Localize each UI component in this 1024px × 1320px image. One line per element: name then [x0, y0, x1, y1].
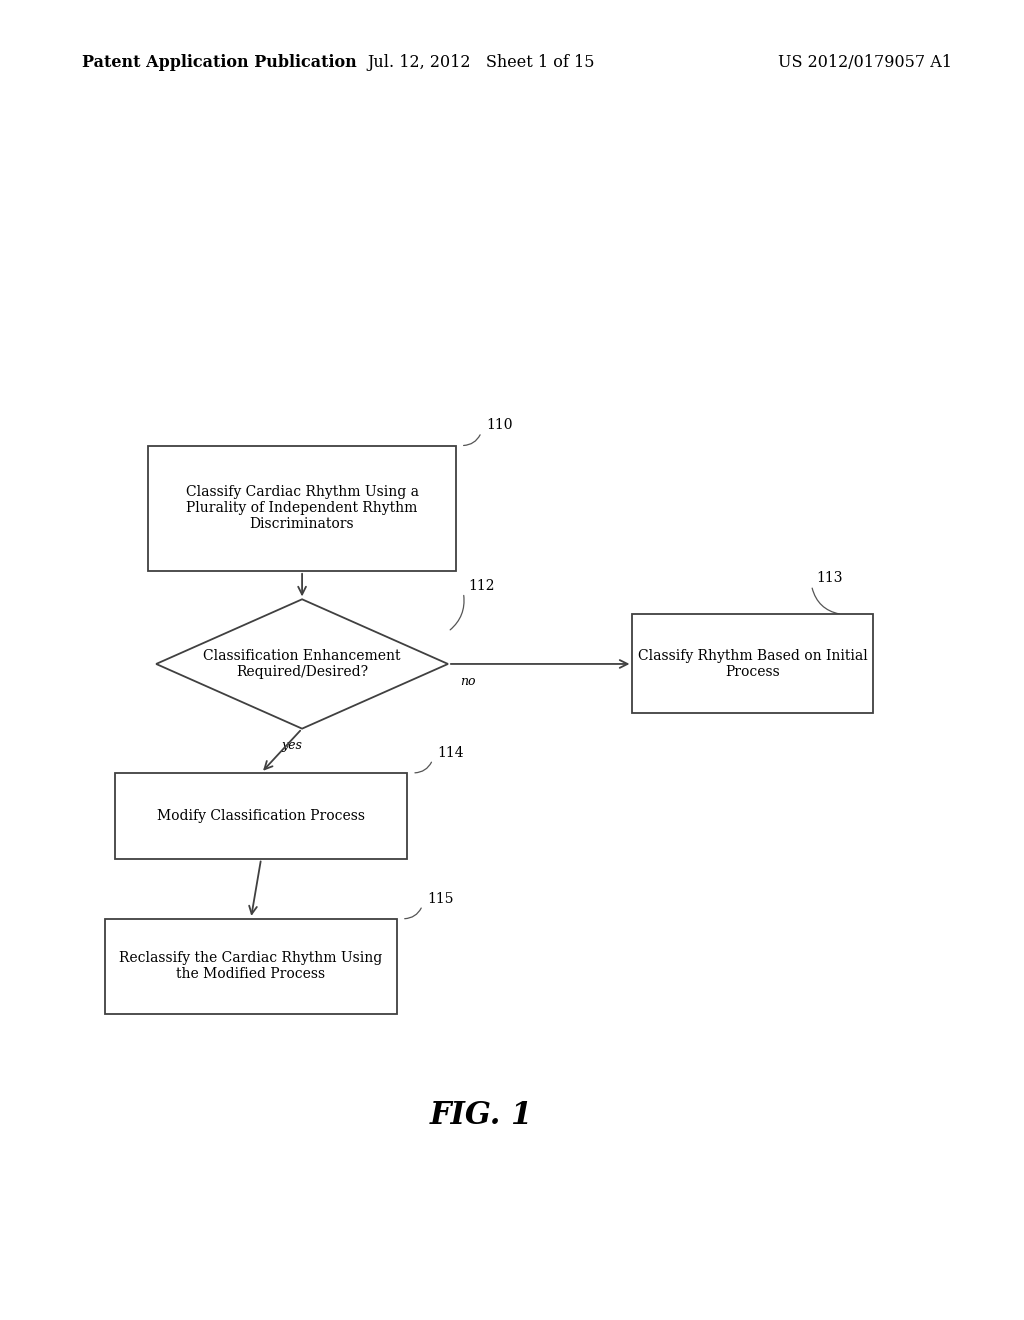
Text: 115: 115: [428, 891, 454, 906]
Text: FIG. 1: FIG. 1: [430, 1100, 532, 1131]
Text: Jul. 12, 2012   Sheet 1 of 15: Jul. 12, 2012 Sheet 1 of 15: [368, 54, 595, 70]
FancyBboxPatch shape: [105, 919, 396, 1014]
Text: yes: yes: [282, 739, 302, 752]
Text: 113: 113: [817, 572, 843, 586]
Text: no: no: [461, 675, 476, 688]
Text: Patent Application Publication: Patent Application Publication: [82, 54, 356, 70]
FancyBboxPatch shape: [116, 772, 407, 858]
Text: 112: 112: [469, 578, 495, 593]
Polygon shape: [156, 599, 449, 729]
Text: Modify Classification Process: Modify Classification Process: [157, 809, 366, 822]
Text: Classification Enhancement
Required/Desired?: Classification Enhancement Required/Desi…: [204, 649, 400, 678]
FancyBboxPatch shape: [632, 615, 872, 713]
Text: 110: 110: [486, 418, 513, 433]
Text: Classify Cardiac Rhythm Using a
Plurality of Independent Rhythm
Discriminators: Classify Cardiac Rhythm Using a Pluralit…: [185, 484, 419, 532]
Text: 114: 114: [438, 746, 465, 759]
Text: Classify Rhythm Based on Initial
Process: Classify Rhythm Based on Initial Process: [638, 649, 867, 678]
FancyBboxPatch shape: [148, 446, 456, 570]
Text: Reclassify the Cardiac Rhythm Using
the Modified Process: Reclassify the Cardiac Rhythm Using the …: [119, 952, 383, 981]
Text: US 2012/0179057 A1: US 2012/0179057 A1: [778, 54, 952, 70]
